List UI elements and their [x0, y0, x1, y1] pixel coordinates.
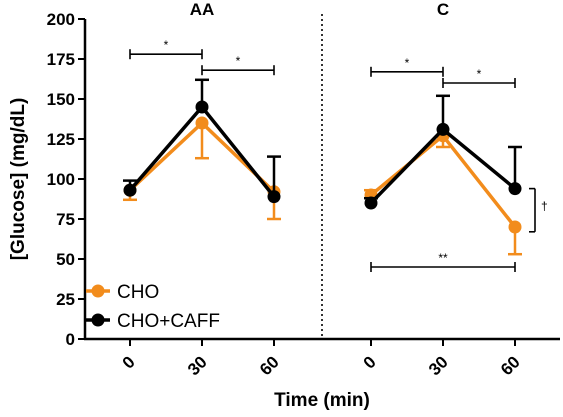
legend-label: CHO: [117, 282, 159, 303]
x-tick-label: 0: [119, 352, 139, 372]
y-tick-label: 25: [56, 290, 75, 309]
y-tick-label: 175: [47, 50, 75, 69]
significance-label: *: [236, 54, 241, 68]
data-point: [508, 220, 522, 234]
y-tick-label: 0: [66, 330, 75, 349]
data-point: [123, 183, 137, 197]
x-tick-label: 60: [497, 352, 524, 379]
significance-label: *: [477, 67, 482, 81]
y-axis-title: [Glucose] (mg/dL): [8, 98, 29, 261]
x-tick-label: 30: [425, 352, 452, 379]
y-tick-label: 150: [47, 90, 75, 109]
data-point: [267, 190, 281, 204]
y-tick-label: 50: [56, 250, 75, 269]
data-point: [364, 196, 378, 210]
data-point: [195, 100, 209, 114]
legend-marker: [91, 284, 105, 298]
legend-label: CHO+CAFF: [117, 311, 220, 332]
x-tick-label: 60: [256, 352, 283, 379]
y-tick-label: 200: [47, 10, 75, 29]
significance-label: *: [164, 38, 169, 52]
x-axis-title: Time (min): [274, 390, 370, 411]
panel-title: AA: [190, 0, 215, 19]
x-tick-label: 30: [184, 352, 211, 379]
panel-title: C: [437, 0, 449, 19]
significance-label: **: [438, 251, 448, 265]
data-point: [436, 122, 450, 136]
legend-marker: [91, 313, 105, 327]
significance-label: *: [405, 56, 410, 70]
x-tick-label: 0: [360, 352, 380, 372]
data-point: [195, 116, 209, 130]
y-tick-label: 100: [47, 170, 75, 189]
y-tick-label: 125: [47, 130, 75, 149]
y-tick-label: 75: [56, 210, 75, 229]
data-point: [508, 182, 522, 196]
annotation-label: †: [541, 199, 548, 213]
